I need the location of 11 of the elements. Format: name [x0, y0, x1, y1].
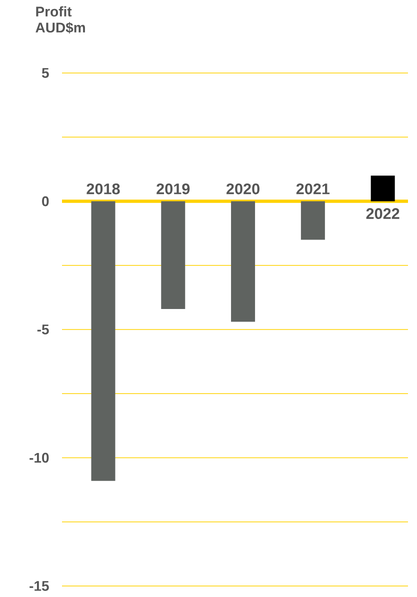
x-tick-label: 2018 — [86, 183, 120, 194]
x-tick-label: 2022 — [366, 208, 400, 220]
chart-title: Profit AUD$m — [36, 6, 85, 34]
x-tick-label: 2019 — [156, 183, 190, 194]
y-tick-label: -15 — [30, 581, 49, 591]
x-tick-label: 2020 — [226, 183, 260, 194]
y-tick-label: -10 — [30, 452, 49, 463]
y-tick-label: 5 — [42, 68, 49, 78]
y-tick-label: 0 — [42, 196, 49, 206]
x-tick-label: 2021 — [296, 183, 330, 194]
y-tick-label: -5 — [37, 324, 49, 334]
